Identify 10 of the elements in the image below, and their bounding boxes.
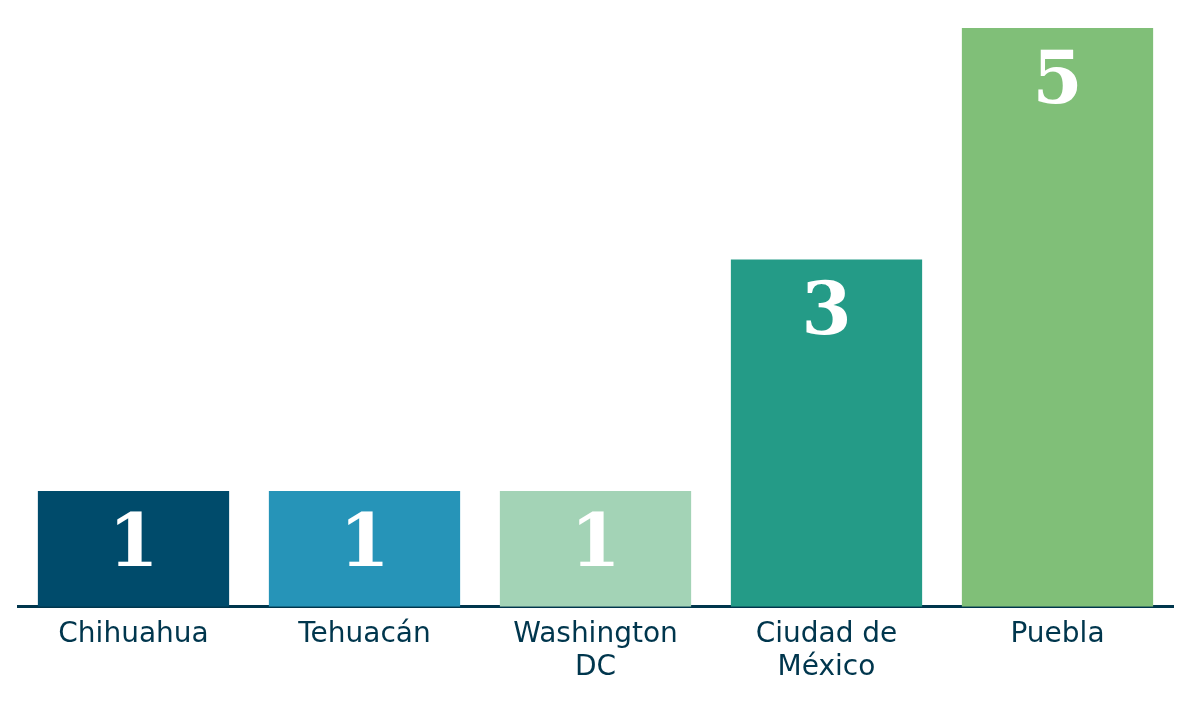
x-tick-label: Puebla <box>1010 615 1105 649</box>
data-label: 3 <box>801 266 852 352</box>
data-label: 1 <box>108 497 159 583</box>
data-label: 5 <box>1032 34 1083 120</box>
x-tick-label: Washington DC <box>513 615 678 683</box>
data-label: 1 <box>339 497 390 583</box>
x-tick-label: Ciudad de México <box>755 615 898 683</box>
x-tick-label: Chihuahua <box>58 615 209 649</box>
data-label: 1 <box>570 497 621 583</box>
x-tick-label: Tehuacán <box>297 615 431 649</box>
